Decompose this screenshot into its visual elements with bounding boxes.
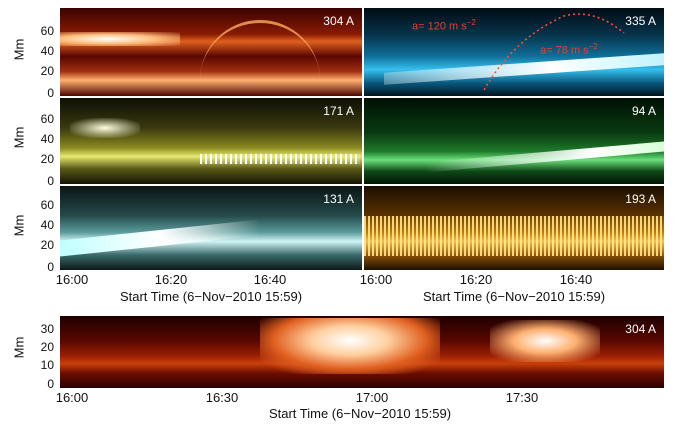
panel-label-94: 94 A — [631, 104, 656, 118]
y-tick-bottom-30: 30 — [40, 322, 54, 336]
panel-171-streaks — [200, 154, 360, 164]
top-y-label-2: Mm — [11, 126, 27, 149]
panel-171-bright-spot — [70, 118, 140, 138]
panel-label-304: 304 A — [323, 14, 354, 28]
x-tick-right-1600: 16:00 — [359, 272, 393, 287]
panel-94-bright-band — [424, 141, 664, 173]
panel-304: 304 A — [60, 8, 362, 96]
panel-304-bottom: 304 A — [60, 316, 664, 388]
y-tick-r2-0: 0 — [47, 174, 54, 188]
y-tick-r1-0: 0 — [47, 86, 54, 100]
x-tick-right-1620: 16:20 — [459, 272, 493, 287]
x-tick-left-1640: 16:40 — [253, 272, 287, 287]
y-tick-r2-40: 40 — [40, 132, 54, 146]
annotation-120: a= 120 m s−2 — [412, 18, 476, 33]
panel-171: 171 A — [60, 98, 362, 184]
annotation-78: a= 78 m s−2 — [540, 42, 598, 57]
panel-193: 193 A — [364, 186, 664, 270]
panel-193-streaks — [364, 216, 664, 256]
y-tick-r1-20: 20 — [40, 64, 54, 78]
y-tick-r2-20: 20 — [40, 152, 54, 166]
y-tick-r3-40: 40 — [40, 218, 54, 232]
y-tick-bottom-10: 10 — [40, 358, 54, 372]
y-tick-r3-60: 60 — [40, 198, 54, 212]
panel-label-335: 335 A — [625, 14, 656, 28]
x-tick-bottom-1700: 17:00 — [355, 390, 389, 405]
panel-304-loop — [200, 20, 320, 83]
bottom-burst-1 — [260, 318, 440, 374]
y-tick-r2-60: 60 — [40, 112, 54, 126]
panel-131: 131 A — [60, 186, 362, 270]
bottom-y-label: Mm — [11, 336, 27, 359]
panel-label-193: 193 A — [625, 192, 656, 206]
top-y-label-3: Mm — [11, 214, 27, 237]
x-title-left: Start Time (6−Nov−2010 15:59) — [119, 289, 303, 304]
x-tick-bottom-1630: 16:30 — [205, 390, 239, 405]
x-tick-bottom-1730: 17:30 — [505, 390, 539, 405]
panel-131-bright-band — [60, 219, 260, 257]
x-title-bottom: Start Time (6−Nov−2010 15:59) — [268, 406, 452, 421]
top-y-label-1: Mm — [11, 38, 27, 61]
x-tick-left-1620: 16:20 — [154, 272, 188, 287]
panel-label-131: 131 A — [323, 192, 354, 206]
panel-label-171: 171 A — [323, 104, 354, 118]
bottom-burst-2 — [490, 320, 600, 362]
panel-335-fit-curve — [483, 13, 625, 91]
x-tick-bottom-1600: 16:00 — [55, 390, 89, 405]
y-tick-bottom-0: 0 — [47, 377, 54, 391]
y-tick-r1-40: 40 — [40, 44, 54, 58]
y-tick-bottom-20: 20 — [40, 340, 54, 354]
y-tick-r3-20: 20 — [40, 238, 54, 252]
x-tick-right-1640: 16:40 — [559, 272, 593, 287]
x-tick-left-1600: 16:00 — [55, 272, 89, 287]
y-tick-r3-0: 0 — [47, 260, 54, 274]
panel-335: a= 120 m s−2 a= 78 m s−2 335 A — [364, 8, 664, 96]
panel-304-bright-band — [60, 32, 180, 46]
y-tick-r1-60: 60 — [40, 24, 54, 38]
x-title-right: Start Time (6−Nov−2010 15:59) — [422, 289, 606, 304]
panel-94: 94 A — [364, 98, 664, 184]
panel-label-304-bottom: 304 A — [625, 322, 656, 336]
